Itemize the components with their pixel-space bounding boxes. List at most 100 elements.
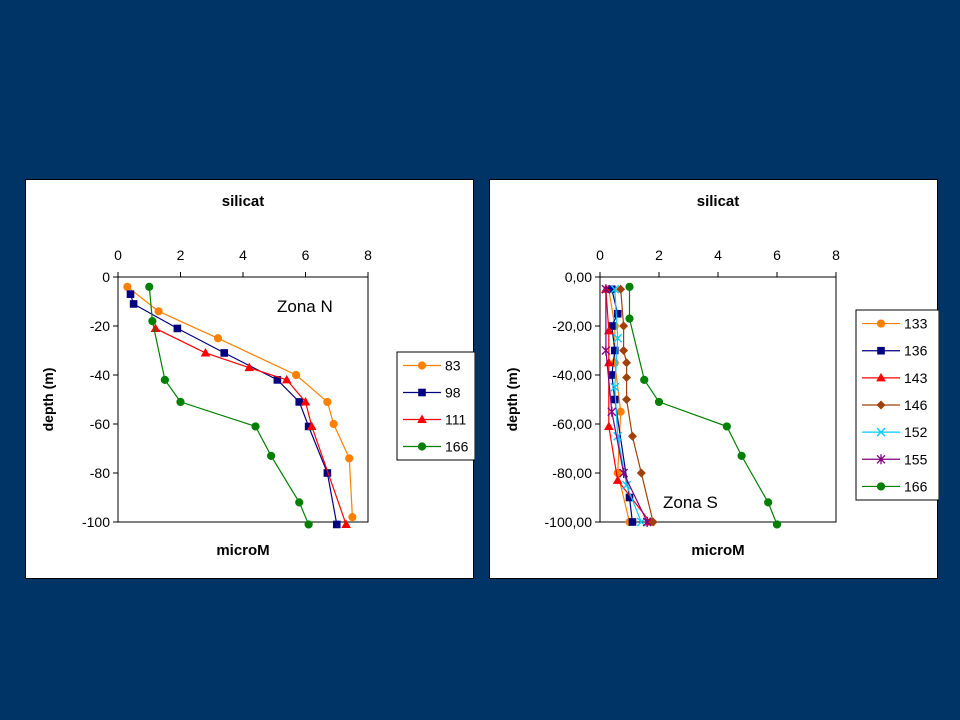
x-tick-label: 0 [596, 247, 604, 263]
data-point-146 [619, 346, 629, 355]
data-point-166 [640, 375, 649, 384]
data-point-146 [636, 468, 646, 478]
data-point-136 [613, 309, 622, 318]
series-146 [616, 284, 658, 527]
legend-marker-152 [876, 427, 886, 437]
legend-marker-155 [876, 454, 886, 465]
x-tick-label: 6 [302, 247, 310, 263]
data-point-98 [304, 422, 313, 431]
legend-label-166: 166 [445, 439, 469, 455]
legend-marker-83 [417, 361, 427, 370]
x-tick-label: 2 [177, 247, 185, 263]
data-point-111 [150, 323, 161, 332]
y-tick-label: -20,00 [552, 318, 592, 334]
data-point-152 [613, 431, 623, 441]
data-point-111 [306, 421, 317, 430]
series-line-143 [605, 289, 651, 523]
data-point-166 [148, 317, 157, 326]
data-point-111 [341, 519, 351, 528]
series-155 [601, 284, 652, 527]
legend-marker-133 [876, 319, 886, 328]
chart-title: silicat [697, 193, 740, 210]
x-tick-label: 2 [655, 247, 663, 263]
legend: 133 136 143 146 152 155 166 [855, 309, 939, 501]
data-point-166 [267, 451, 276, 460]
data-point-155 [619, 468, 629, 478]
data-point-166 [160, 375, 169, 384]
data-point-133 [616, 407, 625, 416]
legend-marker-143 [876, 372, 886, 382]
series-line-166 [148, 286, 310, 525]
data-point-83 [345, 454, 354, 463]
data-point-166 [176, 397, 185, 407]
legend-marker-166 [876, 482, 886, 491]
data-point-136 [625, 493, 634, 502]
legend-label-143: 143 [904, 370, 928, 386]
y-tick-label: -40 [90, 367, 110, 383]
y-tick-label: -80 [90, 465, 110, 481]
plot-area [599, 276, 837, 523]
data-point-166 [737, 451, 746, 460]
y-tick-label: -100,00 [545, 514, 593, 530]
legend-label-146: 146 [904, 397, 928, 413]
series-line-166 [628, 286, 778, 525]
data-point-83 [292, 370, 301, 380]
legend-box [396, 351, 475, 461]
y-tick-label: -100 [82, 514, 110, 530]
series-line-152 [614, 289, 642, 523]
data-point-136 [608, 371, 616, 379]
x-axis-label: microM [691, 542, 744, 559]
data-point-83 [123, 282, 132, 291]
legend-label-133: 133 [904, 316, 928, 332]
data-point-136 [608, 322, 616, 330]
legend-marker-111 [417, 414, 427, 423]
chart-title: silicat [222, 193, 265, 210]
data-point-166 [304, 520, 313, 529]
data-point-111 [300, 396, 311, 406]
data-point-166 [654, 397, 664, 407]
legend-label-136: 136 [904, 343, 928, 359]
x-tick-label: 8 [832, 247, 840, 263]
y-axis-label: depth (m) [40, 368, 56, 432]
series-166 [145, 282, 313, 529]
data-point-155 [642, 517, 652, 527]
series-83 [123, 282, 357, 522]
legend-label-83: 83 [445, 358, 461, 374]
x-tick-label: 4 [239, 247, 247, 263]
legend-label-111: 111 [445, 412, 466, 428]
y-tick-label: -20 [90, 318, 110, 334]
data-point-98 [129, 300, 138, 308]
data-point-166 [145, 282, 154, 291]
y-tick-label: -60 [90, 416, 110, 432]
data-point-111 [200, 347, 211, 357]
chart-panel-zona-s: silicat 0 2 4 6 8 0,00 -20,00 -40,00 -60,00 -80,00… [489, 179, 939, 579]
series-98 [126, 290, 341, 529]
data-point-98 [220, 349, 229, 357]
data-point-166 [625, 282, 634, 291]
x-tick-label: 6 [773, 247, 781, 263]
data-point-83 [348, 513, 357, 522]
data-point-98 [126, 290, 135, 298]
legend-marker-146 [876, 400, 886, 410]
data-point-166 [772, 520, 782, 529]
x-tick-label: 4 [714, 247, 722, 263]
data-point-166 [625, 314, 634, 323]
data-point-83 [154, 307, 163, 316]
data-point-83 [329, 419, 338, 429]
data-point-143 [612, 475, 623, 484]
legend-marker-166 [417, 442, 427, 451]
data-point-146 [619, 321, 629, 331]
data-point-136 [610, 395, 619, 404]
data-point-143 [604, 357, 614, 367]
x-axis-label: microM [216, 542, 269, 559]
data-point-98 [295, 398, 304, 406]
data-point-155 [607, 406, 617, 417]
data-point-166 [722, 422, 731, 431]
data-point-136 [608, 285, 616, 294]
series-line-83 [127, 286, 353, 518]
legend-label-155: 155 [904, 451, 928, 467]
series-152 [610, 284, 646, 527]
data-point-146 [648, 517, 658, 527]
data-point-98 [332, 520, 341, 529]
